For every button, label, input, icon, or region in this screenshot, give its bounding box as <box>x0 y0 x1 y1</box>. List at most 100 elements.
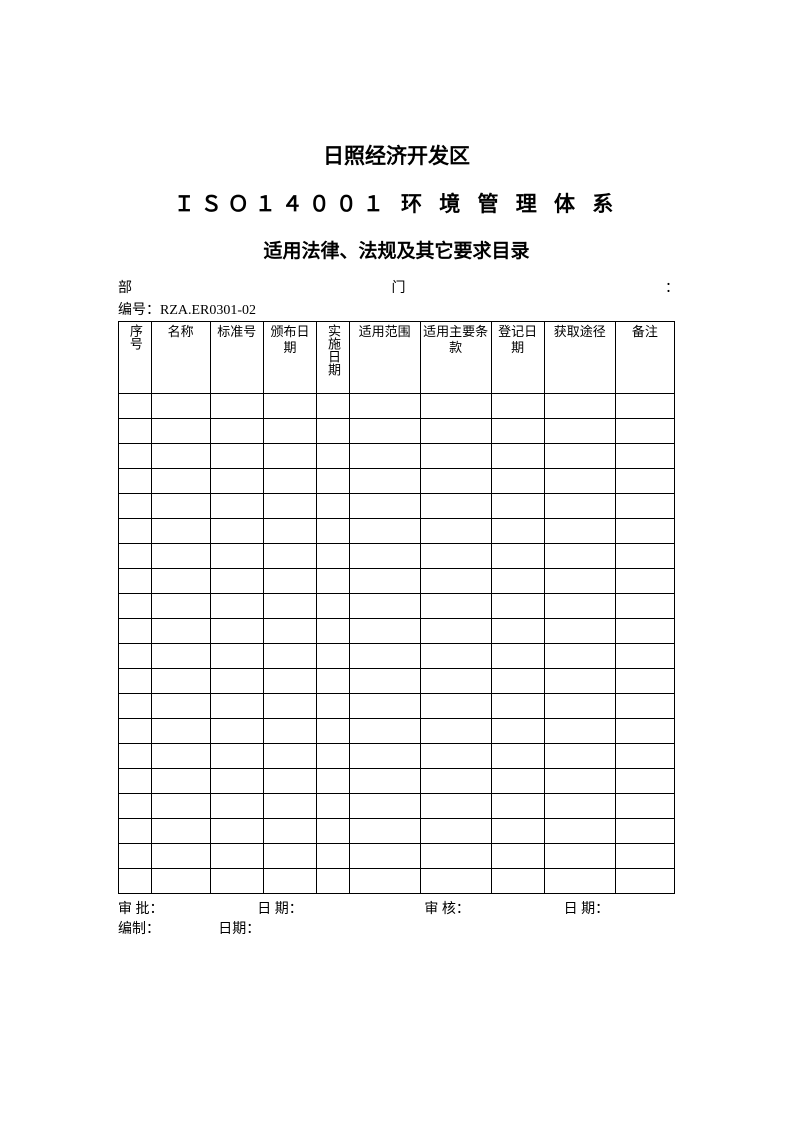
table-cell <box>317 843 350 868</box>
table-cell <box>544 743 615 768</box>
table-cell <box>615 618 674 643</box>
table-row <box>119 693 675 718</box>
table-cell <box>210 618 263 643</box>
table-cell <box>210 543 263 568</box>
table-row <box>119 668 675 693</box>
department-row: 部 门 ： <box>118 279 675 299</box>
col-name: 名称 <box>151 321 210 393</box>
table-cell <box>544 418 615 443</box>
dept-label-left: 部 <box>118 279 132 299</box>
col-issue-date: 颁布日期 <box>263 321 316 393</box>
table-cell <box>151 743 210 768</box>
table-cell <box>210 643 263 668</box>
table-cell <box>210 518 263 543</box>
table-row <box>119 768 675 793</box>
col-seq: 序号 <box>119 321 152 393</box>
table-cell <box>349 793 420 818</box>
table-cell <box>263 393 316 418</box>
table-row <box>119 493 675 518</box>
table-cell <box>119 418 152 443</box>
table-cell <box>317 618 350 643</box>
table-cell <box>544 793 615 818</box>
table-cell <box>491 818 544 843</box>
table-cell <box>263 843 316 868</box>
table-cell <box>420 593 491 618</box>
table-cell <box>544 668 615 693</box>
col-impl-date: 实施日期 <box>317 321 350 393</box>
table-cell <box>317 593 350 618</box>
table-cell <box>317 793 350 818</box>
dept-colon: ： <box>665 279 675 299</box>
table-cell <box>210 468 263 493</box>
table-cell <box>263 618 316 643</box>
dept-label-mid: 门 <box>132 279 665 299</box>
table-row <box>119 843 675 868</box>
table-cell <box>615 468 674 493</box>
table-cell <box>151 868 210 893</box>
table-cell <box>420 643 491 668</box>
table-cell <box>420 818 491 843</box>
table-cell <box>491 518 544 543</box>
table-cell <box>151 593 210 618</box>
table-cell <box>263 543 316 568</box>
table-cell <box>349 443 420 468</box>
table-cell <box>491 568 544 593</box>
table-cell <box>491 443 544 468</box>
table-cell <box>349 618 420 643</box>
table-row <box>119 643 675 668</box>
table-cell <box>263 493 316 518</box>
col-clauses: 适用主要条款 <box>420 321 491 393</box>
table-row <box>119 418 675 443</box>
table-cell <box>420 743 491 768</box>
table-cell <box>317 418 350 443</box>
table-cell <box>420 543 491 568</box>
table-cell <box>420 568 491 593</box>
table-row <box>119 468 675 493</box>
table-cell <box>491 468 544 493</box>
table-cell <box>420 393 491 418</box>
table-cell <box>210 418 263 443</box>
table-cell <box>151 543 210 568</box>
table-cell <box>615 668 674 693</box>
table-cell <box>119 493 152 518</box>
table-cell <box>615 718 674 743</box>
table-cell <box>544 468 615 493</box>
table-cell <box>491 843 544 868</box>
table-cell <box>151 418 210 443</box>
table-cell <box>491 693 544 718</box>
table-cell <box>544 693 615 718</box>
table-cell <box>544 643 615 668</box>
table-cell <box>420 793 491 818</box>
table-cell <box>615 593 674 618</box>
table-row <box>119 718 675 743</box>
table-cell <box>544 818 615 843</box>
table-cell <box>544 568 615 593</box>
table-cell <box>151 643 210 668</box>
table-cell <box>491 543 544 568</box>
table-cell <box>491 618 544 643</box>
table-cell <box>119 793 152 818</box>
table-cell <box>615 793 674 818</box>
table-cell <box>349 668 420 693</box>
table-cell <box>263 868 316 893</box>
table-cell <box>317 443 350 468</box>
table-cell <box>544 618 615 643</box>
table-cell <box>151 668 210 693</box>
col-remark: 备注 <box>615 321 674 393</box>
table-row <box>119 393 675 418</box>
table-cell <box>263 593 316 618</box>
table-cell <box>349 518 420 543</box>
table-cell <box>151 443 210 468</box>
table-cell <box>317 743 350 768</box>
table-cell <box>544 868 615 893</box>
table-cell <box>263 793 316 818</box>
table-cell <box>210 443 263 468</box>
table-cell <box>349 768 420 793</box>
table-cell <box>491 593 544 618</box>
table-cell <box>349 418 420 443</box>
table-cell <box>119 393 152 418</box>
table-cell <box>349 818 420 843</box>
table-cell <box>151 693 210 718</box>
table-cell <box>119 643 152 668</box>
page-title-line3: 适用法律、法规及其它要求目录 <box>118 236 675 263</box>
